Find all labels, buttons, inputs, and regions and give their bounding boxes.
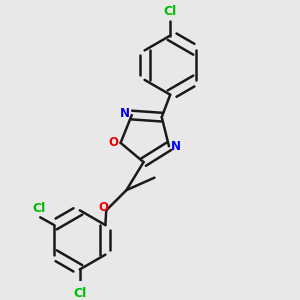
Text: Cl: Cl [32, 202, 45, 215]
Text: Cl: Cl [73, 286, 86, 299]
Text: N: N [171, 140, 181, 153]
Text: O: O [109, 136, 119, 149]
Text: N: N [120, 107, 130, 120]
Text: O: O [99, 201, 109, 214]
Text: Cl: Cl [164, 5, 177, 19]
